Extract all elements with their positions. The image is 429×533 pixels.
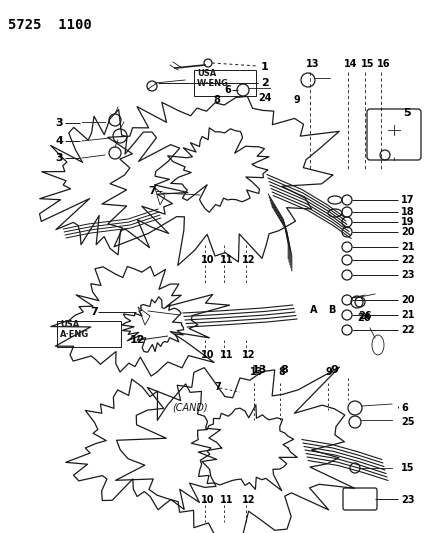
Text: 6: 6: [401, 403, 408, 413]
Text: 26: 26: [358, 311, 372, 321]
Text: 7: 7: [148, 186, 156, 196]
Text: 3: 3: [55, 118, 63, 128]
Text: 10: 10: [201, 255, 214, 265]
Text: 9: 9: [326, 367, 333, 377]
Text: (CAND): (CAND): [172, 402, 208, 412]
Text: 22: 22: [401, 325, 414, 335]
Text: 12: 12: [242, 495, 256, 505]
Text: 9: 9: [330, 365, 338, 375]
Text: 6: 6: [224, 85, 231, 95]
Text: 5: 5: [403, 108, 411, 118]
Text: 11: 11: [220, 495, 233, 505]
Text: 21: 21: [401, 242, 414, 252]
Text: 11: 11: [220, 255, 233, 265]
Text: 7: 7: [214, 382, 221, 392]
Text: 14: 14: [344, 59, 357, 69]
Text: 8: 8: [213, 95, 220, 105]
Text: 10: 10: [201, 495, 214, 505]
Text: 16: 16: [377, 59, 390, 69]
Text: 7: 7: [90, 307, 98, 317]
Text: 10: 10: [201, 350, 214, 360]
Text: 25: 25: [401, 417, 414, 427]
Text: 23: 23: [401, 495, 414, 505]
Text: 20: 20: [401, 227, 414, 237]
Text: 21: 21: [401, 310, 414, 320]
Text: 18: 18: [401, 207, 414, 217]
Text: 23: 23: [401, 270, 414, 280]
Text: W·ENG: W·ENG: [197, 79, 229, 88]
Text: B: B: [328, 305, 335, 315]
Text: 8: 8: [278, 367, 285, 377]
Text: A: A: [310, 305, 317, 315]
Text: 13: 13: [306, 59, 320, 69]
Text: 11: 11: [220, 350, 233, 360]
Text: 12: 12: [130, 335, 145, 345]
Text: 3: 3: [55, 153, 63, 163]
Text: 20: 20: [401, 295, 414, 305]
Text: 2: 2: [261, 78, 269, 88]
Text: 24: 24: [258, 93, 272, 103]
Text: 15: 15: [361, 59, 375, 69]
Text: USA: USA: [197, 69, 216, 78]
Text: 8: 8: [280, 365, 288, 375]
Text: USA: USA: [60, 320, 79, 329]
Text: 9: 9: [293, 95, 300, 105]
Text: 5725  1100: 5725 1100: [8, 18, 92, 32]
Text: 15: 15: [401, 463, 414, 473]
Text: 13: 13: [252, 365, 267, 375]
Text: 4: 4: [55, 136, 63, 146]
Text: 17: 17: [401, 195, 414, 205]
Text: A·ENG: A·ENG: [60, 330, 89, 339]
Text: 22: 22: [401, 255, 414, 265]
Text: 12: 12: [242, 350, 256, 360]
Text: 19: 19: [401, 217, 414, 227]
Text: 26: 26: [357, 313, 371, 323]
Text: 1: 1: [261, 62, 269, 72]
Text: 12: 12: [242, 255, 256, 265]
Text: 13: 13: [250, 367, 263, 377]
